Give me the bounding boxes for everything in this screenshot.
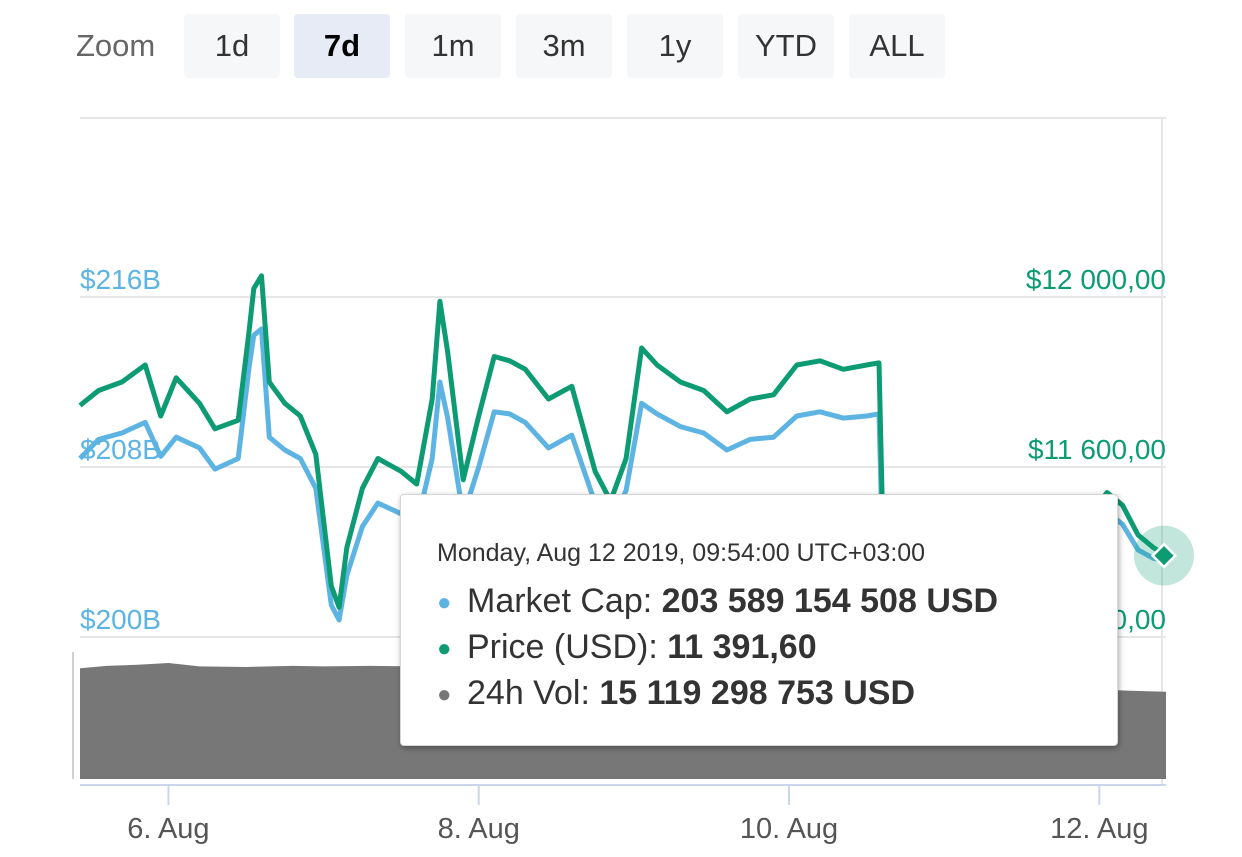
- x-tick-label: 8. Aug: [438, 813, 520, 845]
- tooltip-label-market-cap: Market Cap:: [467, 582, 662, 620]
- tooltip-row-volume: ● 24h Vol: 15 119 298 753 USD: [437, 670, 1117, 716]
- tooltip-value-market-cap: 203 589 154 508 USD: [661, 582, 999, 620]
- y-left-tick-label: $208B: [80, 434, 161, 465]
- zoom-1y-button[interactable]: 1y: [627, 14, 723, 78]
- zoom-toolbar: Zoom 1d 7d 1m 3m 1y YTD ALL: [0, 0, 1242, 100]
- y-right-tick-label: $12 000,00: [1026, 264, 1166, 295]
- zoom-1m-button[interactable]: 1m: [405, 14, 501, 78]
- tooltip-row-price: ● Price (USD): 11 391,60: [437, 624, 1117, 670]
- x-tick-label: 6. Aug: [127, 813, 209, 845]
- hover-diamond-icon: [1150, 542, 1178, 569]
- zoom-1d-button[interactable]: 1d: [184, 14, 280, 78]
- tooltip-value-price: 11 391,60: [667, 628, 817, 666]
- tooltip-label-price: Price (USD):: [467, 628, 668, 666]
- volume-dot-icon: ●: [437, 681, 452, 709]
- y-left-tick-label: $200B: [80, 604, 161, 635]
- hover-marker: [1134, 525, 1194, 586]
- zoom-ytd-button[interactable]: YTD: [738, 14, 834, 78]
- zoom-3m-button[interactable]: 3m: [516, 14, 612, 78]
- zoom-7d-button[interactable]: 7d: [294, 14, 390, 78]
- chart-tooltip: Monday, Aug 12 2019, 09:54:00 UTC+03:00 …: [400, 494, 1118, 746]
- tooltip-row-market-cap: ● Market Cap: 203 589 154 508 USD: [437, 578, 1117, 624]
- x-tick-label: 10. Aug: [740, 813, 838, 845]
- x-tick-label: 12. Aug: [1050, 813, 1148, 845]
- zoom-all-button[interactable]: ALL: [849, 14, 945, 78]
- market-cap-dot-icon: ●: [437, 589, 452, 617]
- y-right-tick-label: $11 600,00: [1028, 434, 1166, 465]
- tooltip-label-volume: 24h Vol:: [467, 674, 600, 712]
- tooltip-value-volume: 15 119 298 753 USD: [599, 674, 916, 712]
- y-left-tick-label: $216B: [80, 264, 161, 295]
- tooltip-date: Monday, Aug 12 2019, 09:54:00 UTC+03:00: [437, 539, 926, 567]
- price-dot-icon: ●: [437, 635, 452, 663]
- zoom-label: Zoom: [76, 28, 156, 63]
